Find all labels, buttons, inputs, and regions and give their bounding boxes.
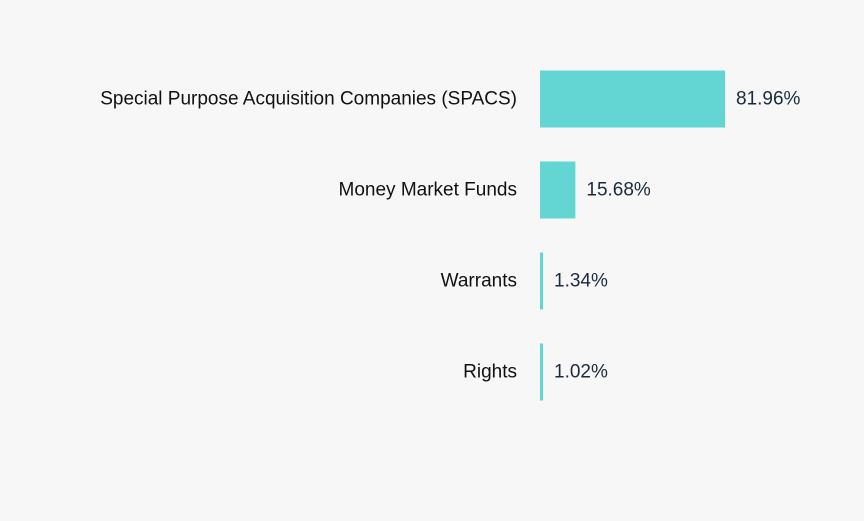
category-label: Rights [463,362,517,383]
value-label: 1.34% [554,271,608,292]
bar-row: Special Purpose Acquisition Companies (S… [100,70,801,128]
value-label: 81.96% [736,89,801,110]
bar [540,161,576,219]
bar [540,343,543,401]
bar-row: Money Market Funds 15.68% [339,161,651,219]
bar-row: Warrants 1.34% [441,252,608,310]
category-label: Special Purpose Acquisition Companies (S… [100,89,517,110]
value-label: 1.02% [554,362,608,383]
category-label: Money Market Funds [339,180,517,201]
category-label: Warrants [441,271,517,292]
value-label: 15.68% [586,180,651,201]
bar-row: Rights 1.02% [463,343,608,401]
bar [540,252,544,310]
bar [540,70,725,128]
